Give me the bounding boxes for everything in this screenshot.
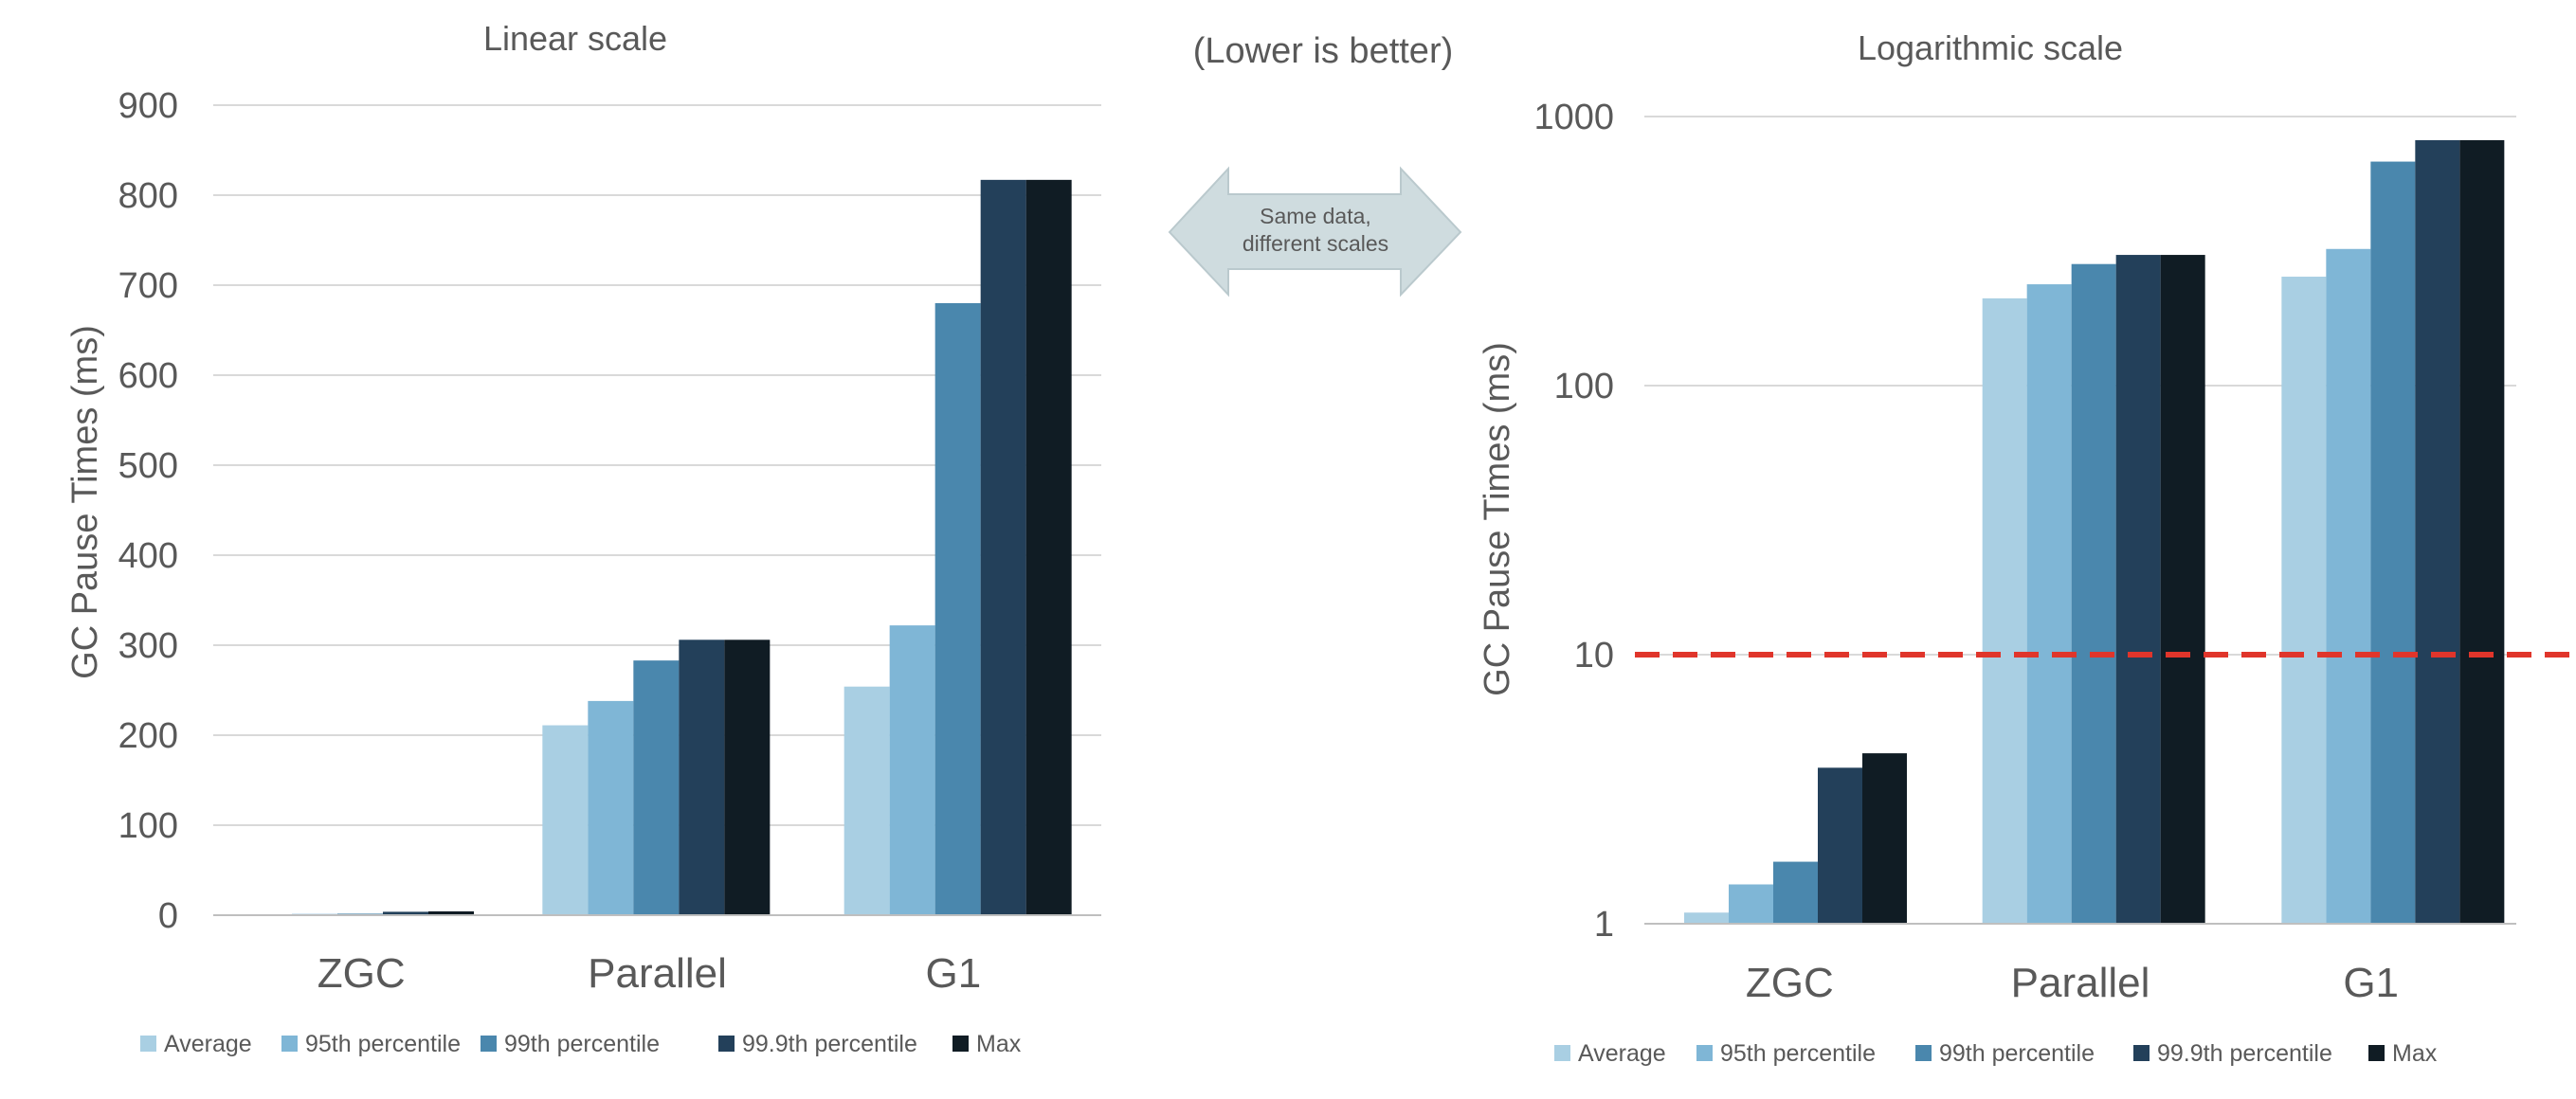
legend-swatch-average xyxy=(1554,1045,1570,1061)
legend-swatch-99th-percentile xyxy=(481,1036,497,1052)
gridlines xyxy=(213,104,1101,826)
bar-parallel-max xyxy=(2160,255,2205,924)
x-tick-label: ZGC xyxy=(317,950,406,997)
legend-label-99th-percentile: 99th percentile xyxy=(1939,1040,2095,1067)
legend-label-average: Average xyxy=(1578,1040,1666,1067)
bar-g1-99-9th-percentile xyxy=(2415,139,2460,924)
legend-label-99th-percentile: 99th percentile xyxy=(504,1031,660,1057)
chart-title: Logarithmic scale xyxy=(1858,28,2123,67)
x-tick-label: G1 xyxy=(2343,960,2399,1006)
double-arrow-icon xyxy=(1168,166,1462,297)
bar-g1-max xyxy=(1025,179,1072,916)
y-tick-label: 100 xyxy=(118,806,178,846)
bar-zgc-99th-percentile xyxy=(1773,861,1818,924)
bar-parallel-average xyxy=(542,725,589,915)
bar-parallel-average xyxy=(1982,297,2027,924)
y-tick-label: 0 xyxy=(158,896,178,936)
y-tick-label: 900 xyxy=(118,86,178,126)
y-tick-label: 200 xyxy=(118,716,178,756)
logarithmic-scale-chart: Logarithmic scale 1 10 100 1000 ZGC Parallel… xyxy=(1478,28,2576,1067)
bar-g1-max xyxy=(2459,139,2505,924)
linear-scale-chart: Linear scale 0 100 200 300 400 500 600 700 800 90… xyxy=(65,19,1101,1057)
bar-zgc-average xyxy=(1684,912,1729,924)
legend-label-max: Max xyxy=(2392,1040,2438,1067)
legend-swatch-99-9th-percentile xyxy=(718,1036,735,1052)
bar-parallel-99-9th-percentile xyxy=(2115,255,2161,924)
bars xyxy=(246,179,1072,916)
x-axis-ticks: ZGC Parallel G1 xyxy=(1746,960,2399,1006)
bar-g1-95th-percentile xyxy=(2326,248,2371,924)
chart-title: Linear scale xyxy=(483,19,667,58)
legend-swatch-99th-percentile xyxy=(1915,1045,1932,1061)
legend-label-95th-percentile: 95th percentile xyxy=(305,1031,461,1057)
legend-label-average: Average xyxy=(164,1031,252,1057)
y-tick-label: 500 xyxy=(118,446,178,486)
y-tick-label: 1000 xyxy=(1533,98,1614,137)
x-tick-label: Parallel xyxy=(588,950,727,997)
arrow-label-line-1: Same data, xyxy=(1260,204,1371,228)
legend: Average 95th percentile 99th percentile 99.… xyxy=(1554,1040,2438,1067)
bar-parallel-95th-percentile xyxy=(588,700,634,915)
y-tick-label: 400 xyxy=(118,536,178,576)
y-tick-label: 700 xyxy=(118,266,178,306)
y-tick-label: 100 xyxy=(1554,367,1614,406)
bar-parallel-99th-percentile xyxy=(2071,263,2116,925)
bar-g1-99th-percentile xyxy=(934,303,981,915)
bar-g1-99th-percentile xyxy=(2370,161,2416,924)
x-tick-label: G1 xyxy=(925,950,981,997)
y-tick-label: 600 xyxy=(118,356,178,396)
legend-label-99-9th-percentile: 99.9th percentile xyxy=(742,1031,917,1057)
y-axis-ticks: 0 100 200 300 400 500 600 700 800 900 xyxy=(118,86,178,936)
y-axis-ticks: 1 10 100 1000 xyxy=(1533,98,1614,945)
bar-zgc-99-9th-percentile xyxy=(383,911,428,915)
y-tick-label: 1 xyxy=(1594,905,1614,945)
y-tick-label: 10 xyxy=(1574,636,1614,676)
bar-parallel-95th-percentile xyxy=(2026,284,2072,925)
legend-swatch-95th-percentile xyxy=(1696,1045,1713,1061)
y-tick-label: 300 xyxy=(118,626,178,666)
bar-zgc-99-9th-percentile xyxy=(1818,767,1862,924)
bars xyxy=(1684,139,2505,925)
bar-parallel-99-9th-percentile xyxy=(679,640,725,915)
bar-g1-average xyxy=(844,686,890,915)
y-tick-label: 800 xyxy=(118,176,178,216)
bar-zgc-max xyxy=(1862,753,1907,924)
bar-zgc-max xyxy=(428,910,474,915)
y-axis-label: GC Pause Times (ms) xyxy=(65,325,105,679)
legend-swatch-99-9th-percentile xyxy=(2133,1045,2150,1061)
legend-swatch-max xyxy=(952,1036,969,1052)
bar-parallel-max xyxy=(724,640,771,915)
bar-g1-95th-percentile xyxy=(889,625,935,915)
arrow-label-line-2: different scales xyxy=(1243,231,1388,256)
legend-swatch-95th-percentile xyxy=(281,1036,298,1052)
bar-g1-99-9th-percentile xyxy=(980,179,1026,916)
bar-parallel-99th-percentile xyxy=(633,660,680,915)
bar-g1-average xyxy=(2281,277,2327,924)
legend-label-max: Max xyxy=(976,1031,1022,1057)
x-tick-label: ZGC xyxy=(1746,960,1834,1006)
legend-label-99-9th-percentile: 99.9th percentile xyxy=(2157,1040,2332,1067)
x-tick-label: Parallel xyxy=(2011,960,2150,1006)
y-axis-label: GC Pause Times (ms) xyxy=(1478,342,1517,696)
legend-label-95th-percentile: 95th percentile xyxy=(1720,1040,1876,1067)
x-axis-ticks: ZGC Parallel G1 xyxy=(317,950,981,997)
legend-swatch-average xyxy=(140,1036,156,1052)
legend: Average 95th percentile 99th percentile 99.… xyxy=(140,1031,1022,1057)
legend-swatch-max xyxy=(2368,1045,2385,1061)
lower-is-better-note: (Lower is better) xyxy=(1193,31,1454,71)
bar-zgc-95th-percentile xyxy=(1729,884,1773,924)
